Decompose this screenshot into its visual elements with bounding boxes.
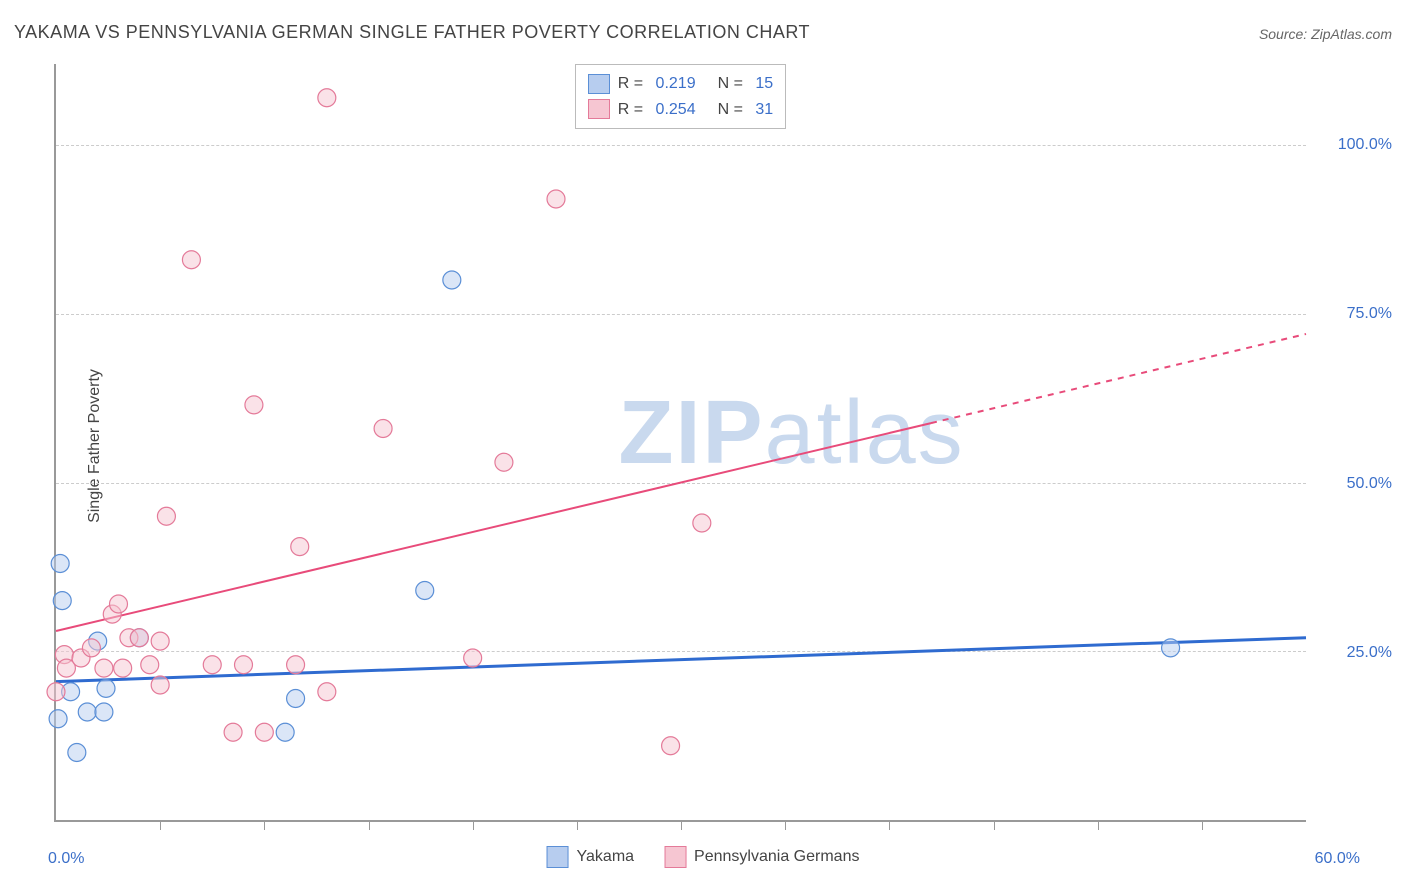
- x-tick: [1098, 820, 1099, 830]
- data-point: [255, 723, 273, 741]
- chart-source: Source: ZipAtlas.com: [1259, 26, 1392, 42]
- x-tick: [577, 820, 578, 830]
- data-point: [287, 656, 305, 674]
- data-point: [464, 649, 482, 667]
- chart-title: YAKAMA VS PENNSYLVANIA GERMAN SINGLE FAT…: [14, 22, 810, 43]
- data-point: [82, 639, 100, 657]
- x-tick: [785, 820, 786, 830]
- data-point: [203, 656, 221, 674]
- r-value: 0.254: [656, 97, 696, 123]
- n-value: 15: [755, 71, 773, 97]
- n-value: 31: [755, 97, 773, 123]
- legend-label: Yakama: [577, 848, 635, 866]
- x-axis-max-label: 60.0%: [1315, 850, 1360, 868]
- x-tick: [160, 820, 161, 830]
- stats-legend-row: R = 0.219 N = 15: [588, 71, 773, 97]
- data-point: [291, 538, 309, 556]
- n-label: N =: [718, 71, 748, 97]
- data-point: [51, 555, 69, 573]
- r-label: R =: [618, 71, 648, 97]
- n-label: N =: [718, 97, 748, 123]
- data-point: [318, 89, 336, 107]
- x-tick: [1202, 820, 1203, 830]
- data-point: [287, 690, 305, 708]
- legend-item: Pennsylvania Germans: [664, 846, 859, 868]
- y-tick-label: 25.0%: [1347, 644, 1392, 662]
- data-point: [182, 251, 200, 269]
- x-tick: [889, 820, 890, 830]
- data-point: [53, 592, 71, 610]
- x-tick: [681, 820, 682, 830]
- data-point: [693, 514, 711, 532]
- data-point: [443, 271, 461, 289]
- x-tick: [264, 820, 265, 830]
- legend-swatch: [664, 846, 686, 868]
- bottom-legend: Yakama Pennsylvania Germans: [547, 846, 860, 868]
- data-point: [151, 676, 169, 694]
- data-point: [151, 632, 169, 650]
- trend-line-dashed-pennsylvania-germans: [931, 334, 1306, 423]
- x-tick: [473, 820, 474, 830]
- data-point: [374, 420, 392, 438]
- plot-area: ZIPatlasR = 0.219N = 15R = 0.254N = 31: [54, 64, 1306, 822]
- stats-legend-row: R = 0.254 N = 31: [588, 97, 773, 123]
- data-point: [245, 396, 263, 414]
- y-tick-label: 50.0%: [1347, 475, 1392, 493]
- data-point: [68, 744, 86, 762]
- data-point: [130, 629, 148, 647]
- data-point: [114, 659, 132, 677]
- data-point: [318, 683, 336, 701]
- stats-legend: R = 0.219 N = 15 R = 0.254 N = 31: [575, 64, 786, 129]
- data-point: [547, 190, 565, 208]
- y-tick-label: 100.0%: [1338, 136, 1392, 154]
- chart-svg: [56, 64, 1306, 820]
- data-point: [49, 710, 67, 728]
- y-tick-label: 75.0%: [1347, 305, 1392, 323]
- data-point: [157, 507, 175, 525]
- data-point: [495, 453, 513, 471]
- legend-swatch: [588, 99, 610, 119]
- data-point: [224, 723, 242, 741]
- legend-swatch: [547, 846, 569, 868]
- data-point: [95, 703, 113, 721]
- x-axis-min-label: 0.0%: [48, 850, 84, 868]
- data-point: [110, 595, 128, 613]
- data-point: [276, 723, 294, 741]
- trend-line-pennsylvania-germans: [56, 423, 931, 631]
- data-point: [235, 656, 253, 674]
- data-point: [97, 679, 115, 697]
- data-point: [78, 703, 96, 721]
- data-point: [141, 656, 159, 674]
- x-tick: [369, 820, 370, 830]
- data-point: [662, 737, 680, 755]
- r-value: 0.219: [656, 71, 696, 97]
- x-tick: [994, 820, 995, 830]
- legend-label: Pennsylvania Germans: [694, 848, 859, 866]
- data-point: [95, 659, 113, 677]
- data-point: [47, 683, 65, 701]
- data-point: [1162, 639, 1180, 657]
- data-point: [416, 582, 434, 600]
- r-label: R =: [618, 97, 648, 123]
- legend-item: Yakama: [547, 846, 635, 868]
- legend-swatch: [588, 74, 610, 94]
